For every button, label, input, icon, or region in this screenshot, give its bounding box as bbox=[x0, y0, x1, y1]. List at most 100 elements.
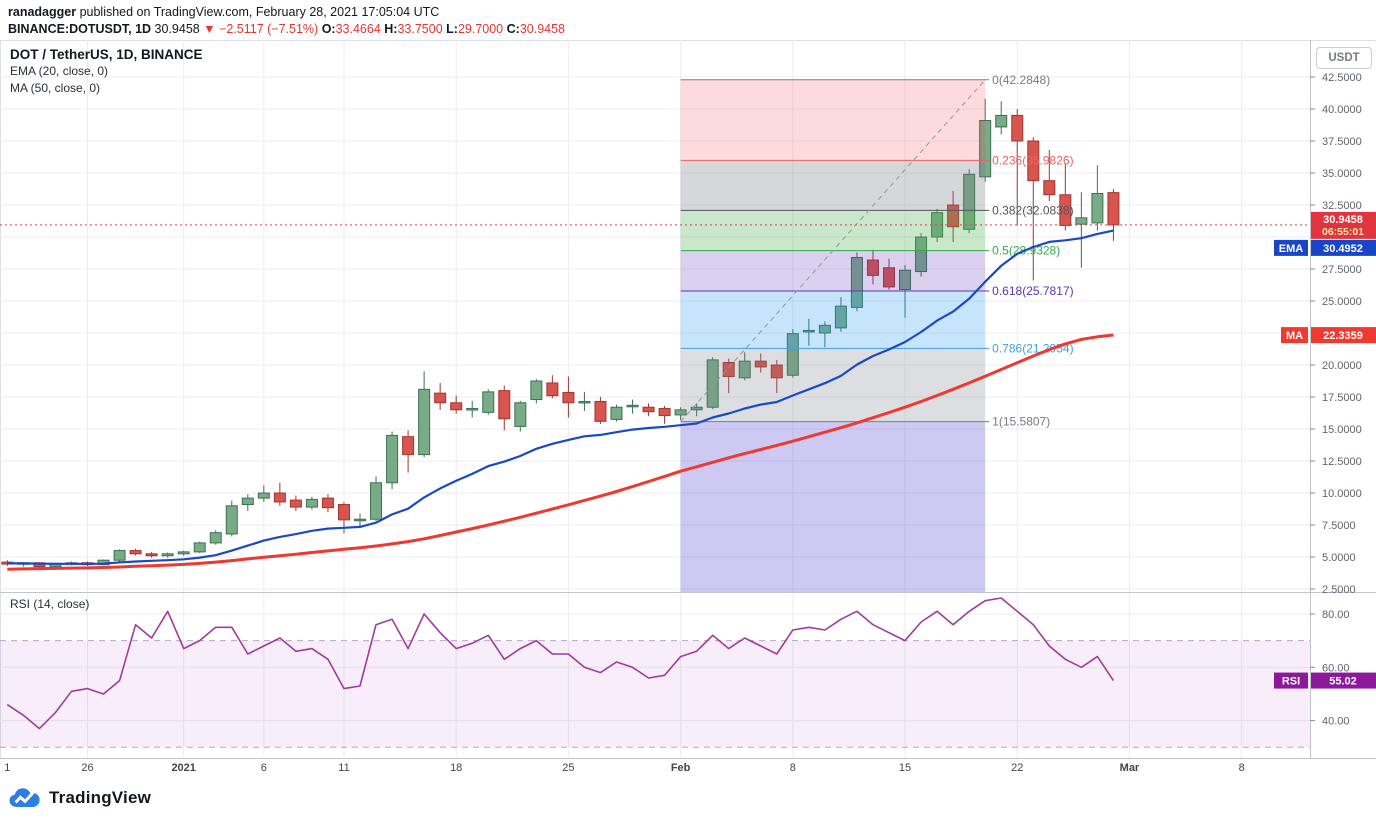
time-tick-label: 11 bbox=[338, 762, 349, 774]
rsi-tick-label: 40.00 bbox=[1322, 716, 1350, 728]
price-tick-label: 42.5000 bbox=[1322, 72, 1362, 84]
indicator-tag bbox=[1274, 672, 1308, 689]
publish-info: published on TradingView.com, February 2… bbox=[76, 5, 440, 19]
price-change: ▼ −2.5117 (−7.51%) bbox=[203, 22, 319, 36]
price-chart-svg[interactable]: 0(42.2848) 0.236(35.9826) 0.382(32.0838) 0.… bbox=[0, 40, 1376, 783]
fib-zone bbox=[680, 250, 986, 291]
tradingview-logo[interactable]: TradingView bbox=[8, 786, 151, 810]
candle bbox=[482, 391, 495, 413]
price-tick-label: 25.0000 bbox=[1322, 296, 1362, 308]
candle bbox=[979, 120, 992, 178]
price-tick-label: 35.0000 bbox=[1322, 168, 1362, 180]
candle bbox=[1011, 114, 1024, 142]
price-tick-label: 20.0000 bbox=[1322, 360, 1362, 372]
price-tick-label: 5.0000 bbox=[1322, 552, 1356, 564]
candle bbox=[995, 114, 1008, 128]
indicator-tag-text: MA bbox=[1286, 330, 1303, 342]
legend-symbol-title[interactable]: DOT / TetherUS, 1D, BINANCE bbox=[10, 47, 203, 62]
time-tick-label: 15 bbox=[899, 762, 911, 774]
publish-header: ranadagger published on TradingView.com,… bbox=[8, 4, 565, 38]
price-tick-label: 27.5000 bbox=[1322, 264, 1362, 276]
tag-text: 55.02 bbox=[1329, 676, 1357, 688]
time-tick-label: 22 bbox=[1011, 762, 1023, 774]
fib-retracement[interactable]: 0(42.2848) 0.236(35.9826) 0.382(32.0838) 0.… bbox=[680, 73, 1074, 592]
rsi-line bbox=[6, 597, 1115, 730]
candle bbox=[498, 390, 511, 420]
candle bbox=[514, 402, 527, 427]
open-value: 33.4664 bbox=[335, 22, 381, 36]
publish-line: ranadagger published on TradingView.com,… bbox=[8, 4, 565, 21]
candle bbox=[321, 497, 334, 509]
gridlines bbox=[0, 40, 1310, 758]
candle bbox=[209, 532, 222, 544]
fib-level-label: 0.382(32.0838) bbox=[992, 203, 1073, 217]
candle bbox=[370, 482, 383, 520]
tag-text: 30.9458 bbox=[1323, 214, 1363, 226]
candle bbox=[418, 388, 431, 456]
candle bbox=[947, 204, 960, 228]
candle bbox=[337, 504, 350, 521]
high-value: 33.7500 bbox=[397, 22, 443, 36]
candles bbox=[1, 98, 1120, 570]
symbol-name: BINANCE:DOTUSDT, 1D bbox=[8, 22, 152, 36]
candle bbox=[1091, 192, 1104, 224]
price-tick-label: 37.5000 bbox=[1322, 136, 1362, 148]
candle bbox=[145, 553, 158, 557]
author-name: ranadagger bbox=[8, 5, 77, 19]
candle bbox=[626, 404, 639, 408]
candle bbox=[273, 492, 286, 503]
price-tag bbox=[1311, 211, 1376, 239]
fib-zone bbox=[680, 210, 986, 251]
time-axis[interactable]: 1 26 2021 6 11 18 25 Feb 8 15 22 Mar 8 bbox=[4, 762, 1244, 774]
rsi-pane bbox=[0, 597, 1310, 748]
candle bbox=[386, 434, 399, 484]
candle bbox=[450, 402, 463, 411]
rsi-tick-label: 60.00 bbox=[1322, 662, 1350, 674]
price-tick-label: 15.0000 bbox=[1322, 424, 1362, 436]
indicator-tag bbox=[1281, 327, 1308, 344]
low-label: L: bbox=[446, 22, 458, 36]
currency-toggle-button[interactable]: USDT bbox=[1316, 47, 1372, 69]
time-tick-label: Mar bbox=[1120, 762, 1140, 774]
candle bbox=[129, 550, 142, 555]
candle bbox=[658, 408, 671, 417]
close-label: C: bbox=[506, 22, 520, 36]
price-tick-label: 2.5000 bbox=[1322, 584, 1356, 596]
fib-level-label: 0.618(25.7817) bbox=[992, 284, 1073, 298]
candle bbox=[1059, 194, 1072, 226]
tag-text: 30.4952 bbox=[1323, 243, 1363, 255]
candle bbox=[818, 324, 831, 334]
candle bbox=[786, 333, 799, 376]
price-tick-label: 40.0000 bbox=[1322, 104, 1362, 116]
indicator-tag-text: EMA bbox=[1279, 243, 1304, 255]
candle bbox=[850, 256, 863, 308]
legend-ema-row[interactable]: EMA (20, close, 0) bbox=[10, 64, 109, 78]
fib-zone bbox=[680, 160, 986, 211]
tag-text: 06:55:01 bbox=[1322, 226, 1364, 238]
time-tick-label: Feb bbox=[671, 762, 691, 774]
price-tick-label: 17.5000 bbox=[1322, 392, 1362, 404]
time-tick-label: 25 bbox=[562, 762, 574, 774]
candle bbox=[899, 269, 912, 290]
candle bbox=[161, 553, 174, 557]
time-tick-label: 8 bbox=[1239, 762, 1245, 774]
candle bbox=[690, 406, 703, 411]
price-tick-label: 12.5000 bbox=[1322, 456, 1362, 468]
ema-value-tag bbox=[1311, 239, 1376, 256]
rsi-tick-label: 80.00 bbox=[1322, 609, 1350, 621]
price-axis[interactable]: 42.5000 40.0000 37.5000 35.0000 32.5000 27.50… bbox=[1310, 72, 1362, 728]
chart-area[interactable]: 0(42.2848) 0.236(35.9826) 0.382(32.0838) 0.… bbox=[0, 40, 1376, 783]
candle bbox=[642, 406, 655, 413]
chart-legend: DOT / TetherUS, 1D, BINANCE EMA (20, clo… bbox=[10, 46, 203, 97]
price-tick-label: 10.0000 bbox=[1322, 488, 1362, 500]
legend-ma-row[interactable]: MA (50, close, 0) bbox=[10, 81, 101, 95]
ma-line bbox=[7, 333, 1114, 571]
last-price: 30.9458 bbox=[154, 22, 200, 36]
candle bbox=[257, 492, 270, 499]
fib-zone bbox=[680, 79, 986, 161]
candle bbox=[241, 497, 254, 506]
fib-zone bbox=[680, 290, 986, 349]
rsi-legend-row[interactable]: RSI (14, close) bbox=[10, 597, 90, 611]
time-tick-label: 26 bbox=[81, 762, 93, 774]
fib-zone bbox=[680, 348, 986, 422]
